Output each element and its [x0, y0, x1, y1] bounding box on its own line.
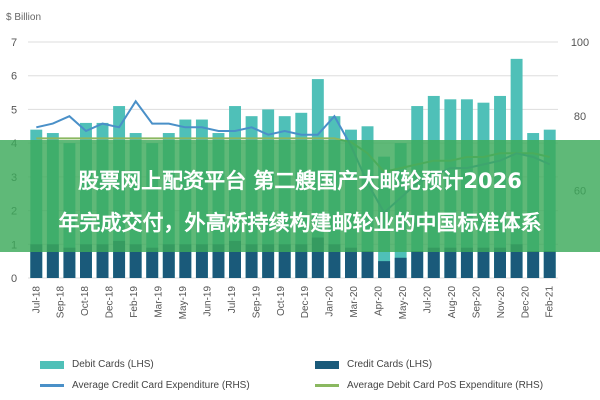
x-tick-label: Sep-19	[251, 286, 262, 319]
right-tick-label: 80	[574, 111, 586, 123]
x-tick-label: Jan-20	[325, 286, 336, 317]
bar-credit-cards	[212, 244, 225, 278]
x-tick-label: Dec-19	[300, 286, 311, 319]
bar-credit-cards	[195, 244, 208, 278]
bar-credit-cards	[278, 244, 291, 278]
bar-credit-cards	[378, 261, 391, 278]
x-tick-label: Feb-19	[129, 286, 140, 318]
legend-label-credit-cards: Credit Cards (LHS)	[347, 359, 433, 370]
left-tick-label: 5	[11, 104, 17, 116]
chart-legend: Debit Cards (LHS) Credit Cards (LHS) Ave…	[0, 355, 600, 400]
legend-swatch-credit-exp	[40, 384, 64, 387]
left-tick-label: 0	[11, 273, 17, 285]
left-axis-unit-label: $ Billion	[6, 12, 41, 23]
bar-credit-cards	[394, 257, 407, 278]
legend-swatch-debit-exp	[315, 384, 339, 387]
bar-credit-cards	[46, 244, 59, 278]
bar-credit-cards	[162, 244, 175, 278]
overlay-title-line-2: 年完成交付，外高桥持续构建邮轮业的中国标准体系	[58, 211, 542, 235]
bar-credit-cards	[229, 240, 241, 278]
bar-credit-cards	[179, 244, 192, 278]
bar-credit-cards	[146, 247, 159, 278]
bar-credit-cards	[262, 244, 275, 278]
x-tick-label: Apr-20	[374, 286, 385, 316]
bar-credit-cards	[311, 237, 324, 278]
bar-credit-cards	[63, 247, 76, 278]
x-tick-label: Aug-20	[447, 286, 458, 319]
bar-credit-cards	[543, 251, 556, 278]
bar-credit-cards	[427, 247, 440, 278]
bar-credit-cards	[494, 247, 506, 278]
legend-swatch-credit-cards	[315, 360, 339, 369]
x-tick-label: Dec-20	[520, 286, 531, 319]
x-tick-label: Sep-20	[471, 286, 482, 319]
overlay-banner	[0, 140, 600, 252]
x-tick-label: Jun-19	[202, 286, 213, 317]
bar-credit-cards	[96, 244, 109, 278]
bar-credit-cards	[80, 244, 92, 278]
x-tick-label: Dec-18	[105, 286, 116, 319]
legend-label-debit-exp: Average Debit Card PoS Expenditure (RHS)	[347, 380, 544, 391]
legend-label-credit-exp: Average Credit Card Expenditure (RHS)	[72, 380, 250, 391]
x-tick-label: Sep-18	[56, 286, 67, 319]
bar-credit-cards	[411, 251, 424, 278]
bar-credit-cards	[460, 247, 473, 278]
bar-credit-cards	[30, 244, 43, 278]
bar-credit-cards	[527, 251, 540, 278]
bar-credit-cards	[245, 244, 258, 278]
legend-item-credit-cards: Credit Cards (LHS)	[315, 359, 432, 370]
bar-credit-cards	[113, 240, 126, 278]
x-tick-label: Feb-21	[545, 286, 556, 318]
x-tick-label: Mar-19	[154, 286, 165, 318]
legend-item-debit-cards: Debit Cards (LHS)	[40, 359, 154, 370]
x-tick-label: May-20	[398, 286, 409, 320]
bar-credit-cards	[129, 244, 142, 278]
bar-credit-cards	[328, 244, 341, 278]
x-tick-label: Mar-20	[349, 286, 360, 318]
x-tick-label: May-19	[178, 286, 189, 320]
x-tick-label: Oct-18	[80, 286, 91, 316]
overlay-title-line-1: 股票网上配资平台 第二艘国产大邮轮预计2026	[78, 169, 522, 193]
x-tick-label: Jul-19	[227, 286, 238, 314]
legend-label-debit-cards: Debit Cards (LHS)	[72, 359, 154, 370]
left-tick-label: 6	[11, 71, 17, 83]
x-tick-label: Jul-20	[423, 286, 434, 314]
bar-credit-cards	[361, 251, 374, 278]
x-tick-label: Nov-20	[496, 286, 507, 319]
legend-swatch-debit-cards	[40, 360, 64, 369]
bar-credit-cards	[510, 244, 523, 278]
bar-credit-cards	[477, 247, 490, 278]
bar-credit-cards	[444, 247, 457, 278]
legend-item-debit-exp: Average Debit Card PoS Expenditure (RHS)	[315, 380, 543, 391]
right-tick-label: 100	[571, 37, 589, 49]
left-tick-label: 7	[11, 37, 17, 49]
x-tick-label: Oct-19	[276, 286, 287, 316]
bar-credit-cards	[295, 244, 308, 278]
legend-item-credit-exp: Average Credit Card Expenditure (RHS)	[40, 380, 250, 391]
bar-credit-cards	[345, 247, 357, 278]
x-tick-label: Jul-18	[31, 286, 42, 314]
